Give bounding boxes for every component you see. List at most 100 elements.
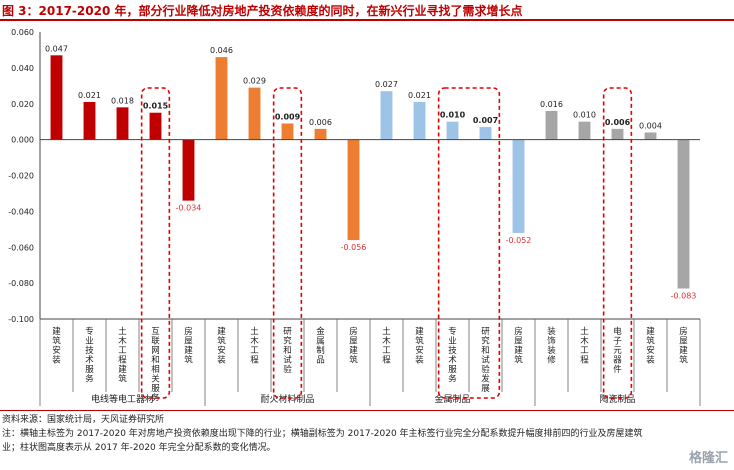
category-label-char: 房 (514, 326, 523, 337)
category-label-char: 建 (184, 345, 193, 356)
category-label-char: 建 (217, 326, 226, 337)
category-label-char: 研 (283, 327, 292, 337)
bar (380, 91, 393, 140)
category-label-char: 发 (481, 374, 490, 385)
category-label-char: 工 (118, 346, 127, 356)
category-label-char: 建 (118, 364, 127, 375)
y-tick-label: -0.020 (8, 172, 34, 181)
category-label-char: 专 (448, 326, 457, 337)
bar (281, 123, 294, 140)
category-label-char: 木 (580, 336, 589, 347)
bar (83, 101, 96, 140)
category-label-char: 木 (382, 336, 391, 347)
data-label: 0.016 (540, 100, 563, 109)
data-label: 0.047 (45, 44, 68, 53)
highlight-box (140, 87, 171, 399)
category-label-char: 工 (382, 346, 391, 356)
bar (248, 87, 261, 140)
source-note: 资料来源：国家统计局，天风证券研究所 (2, 415, 165, 425)
category-label-char: 研 (481, 327, 490, 337)
category-label-char: 服 (85, 365, 94, 375)
category-label-char: 验 (283, 364, 292, 375)
category-label-char: 装 (547, 326, 556, 337)
category-label-char: 务 (85, 374, 94, 385)
y-tick-label: -0.060 (8, 243, 34, 252)
y-tick-label: -0.080 (8, 279, 34, 288)
category-label-char: 术 (85, 355, 94, 366)
data-label: 0.027 (375, 80, 398, 89)
category-label-char: 房 (349, 326, 358, 337)
highlight-box (437, 87, 501, 399)
bar (611, 128, 624, 140)
group-label: 电线等电工器材 (91, 393, 154, 405)
y-tick-label: 0.060 (11, 28, 34, 37)
category-label-char: 筑 (184, 355, 193, 366)
y-tick-label: 0.000 (11, 136, 34, 145)
category-label-char: 建 (349, 345, 358, 356)
category-label-char: 业 (448, 336, 457, 347)
bar (50, 55, 63, 140)
category-label-char: 装 (52, 355, 61, 366)
category-label-char: 关 (151, 374, 160, 385)
category-label-char: 专 (85, 326, 94, 337)
bar (347, 139, 360, 241)
category-label-char: 和 (481, 346, 490, 356)
figure-title: 图 3：2017-2020 年，部分行业降低对房地产投资依赖度的同时，在新兴行业… (2, 4, 523, 18)
category-label-char: 屋 (679, 337, 688, 347)
bar (545, 110, 558, 140)
data-label: -0.034 (176, 204, 202, 213)
category-label-char: 安 (52, 345, 61, 356)
data-label: 0.046 (210, 46, 233, 55)
y-tick-label: 0.040 (11, 64, 34, 73)
data-label: 0.004 (639, 121, 662, 130)
category-label-char: 修 (547, 355, 556, 366)
category-label-char: 工 (250, 346, 259, 356)
data-label: -0.056 (341, 243, 367, 252)
group-label: 耐火材料制品 (260, 393, 314, 405)
category-label-char: 术 (448, 355, 457, 366)
category-label-char: 相 (151, 364, 160, 375)
bar (512, 139, 525, 233)
category-label-char: 展 (481, 384, 490, 394)
category-label-char: 安 (415, 345, 424, 356)
y-tick-label: -0.100 (8, 315, 34, 324)
title-underline (0, 19, 734, 21)
bar (446, 121, 459, 140)
category-label-char: 安 (646, 345, 655, 356)
category-label-char: 木 (250, 336, 259, 347)
bar (578, 121, 591, 140)
category-label-char: 验 (481, 364, 490, 375)
category-label-char: 业 (85, 336, 94, 347)
bar (182, 139, 195, 201)
data-label: 0.009 (275, 112, 301, 121)
category-label-char: 服 (151, 384, 160, 394)
category-label-char: 土 (118, 326, 127, 337)
category-label-char: 属 (316, 337, 325, 347)
data-label: -0.052 (506, 236, 532, 245)
bar (215, 57, 228, 140)
category-label-char: 木 (118, 336, 127, 347)
data-label: 0.029 (243, 77, 266, 86)
category-label-char: 建 (514, 345, 523, 356)
bar (116, 107, 129, 140)
category-label-char: 程 (118, 356, 127, 366)
category-label-char: 工 (580, 346, 589, 356)
y-tick-label: -0.040 (8, 207, 34, 216)
data-label: 0.007 (473, 116, 498, 125)
category-label-char: 安 (217, 345, 226, 356)
category-label-char: 房 (679, 326, 688, 337)
category-label-char: 土 (580, 326, 589, 337)
category-label-char: 和 (283, 346, 292, 356)
footnote-line-2: 业；柱状图高度表示从 2017 年-2020 年完全分配系数的变化情况。 (2, 443, 276, 453)
category-label-char: 网 (151, 346, 160, 356)
data-label: 0.010 (573, 111, 596, 120)
category-label-char: 程 (580, 356, 589, 366)
footer-divider (0, 410, 734, 411)
category-label-char: 务 (448, 374, 457, 385)
figure-footer: 资料来源：国家统计局，天风证券研究所 注：横轴主标签为 2017-2020 年对… (2, 413, 732, 455)
bar (644, 132, 657, 140)
category-label-char: 筑 (646, 336, 655, 347)
category-label-char: 饰 (547, 336, 556, 347)
category-label-char: 建 (52, 326, 61, 337)
data-label: 0.015 (143, 102, 169, 111)
